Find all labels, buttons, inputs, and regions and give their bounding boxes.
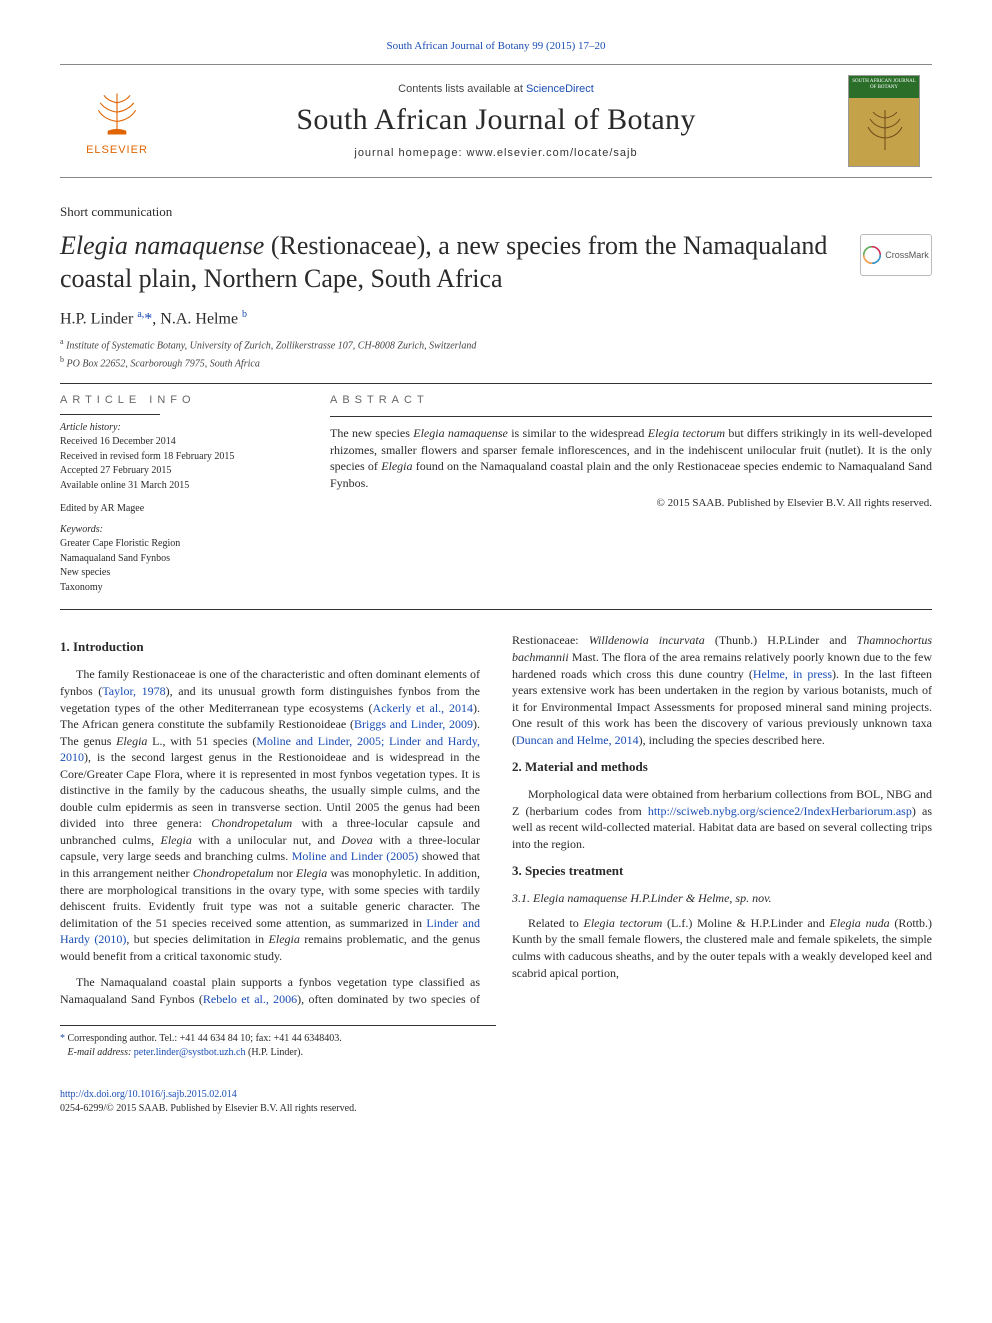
journal-homepage: journal homepage: www.elsevier.com/locat…	[162, 147, 830, 159]
issn-line: 0254-6299/© 2015 SAAB. Published by Else…	[60, 1103, 357, 1114]
rule-top	[60, 383, 932, 384]
doi-link[interactable]: http://dx.doi.org/10.1016/j.sajb.2015.02…	[60, 1089, 237, 1100]
masthead: ELSEVIER Contents lists available at Sci…	[60, 64, 932, 178]
authors-line: H.P. Linder a,*, N.A. Helme b	[60, 309, 932, 328]
top-journal-link[interactable]: South African Journal of Botany 99 (2015…	[386, 40, 605, 52]
section-3-1-heading: 3.1. Elegia namaquense H.P.Linder & Helm…	[512, 890, 932, 907]
crossmark-icon	[863, 246, 881, 264]
corresponding-author-note: * Corresponding author. Tel.: +41 44 634…	[60, 1025, 496, 1060]
section-3-heading: 3. Species treatment	[512, 862, 932, 880]
section-3-p1: Related to Elegia tectorum (L.f.) Moline…	[512, 915, 932, 981]
article-title: Elegia namaquense (Restionaceae), a new …	[60, 230, 860, 295]
corresponding-email-link[interactable]: peter.linder@systbot.uzh.ch	[134, 1047, 246, 1058]
elsevier-tree-icon	[89, 86, 145, 142]
affiliations: a Institute of Systematic Botany, Univer…	[60, 336, 932, 371]
abstract-heading: ABSTRACT	[330, 394, 932, 406]
section-1-p1: The family Restionaceae is one of the ch…	[60, 666, 480, 964]
crossmark-label: CrossMark	[885, 250, 929, 260]
rule-mid	[60, 609, 932, 610]
publisher-logo: ELSEVIER	[72, 86, 162, 156]
contents-availability: Contents lists available at ScienceDirec…	[162, 83, 830, 95]
article-info-heading: ARTICLE INFO	[60, 394, 290, 406]
publisher-brand: ELSEVIER	[86, 144, 148, 156]
journal-title: South African Journal of Botany	[162, 103, 830, 137]
affiliation-b: PO Box 22652, Scarborough 7975, South Af…	[67, 358, 260, 369]
cover-tree-icon	[863, 106, 907, 156]
top-journal-ref: South African Journal of Botany 99 (2015…	[60, 40, 932, 52]
sciencedirect-link[interactable]: ScienceDirect	[526, 83, 594, 95]
crossmark-badge[interactable]: CrossMark	[860, 234, 932, 276]
abstract-copyright: © 2015 SAAB. Published by Elsevier B.V. …	[330, 497, 932, 509]
keywords-block: Keywords: Greater Cape Floristic Region …	[60, 524, 290, 595]
section-2-p1: Morphological data were obtained from he…	[512, 786, 932, 852]
edited-by: Edited by AR Magee	[60, 503, 290, 514]
article-history: Article history: Received 16 December 20…	[60, 421, 290, 494]
page-footer: http://dx.doi.org/10.1016/j.sajb.2015.02…	[60, 1088, 932, 1116]
cover-band-text: SOUTH AFRICAN JOURNAL OF BOTANY	[849, 76, 919, 98]
section-1-heading: 1. Introduction	[60, 638, 480, 656]
abstract-column: ABSTRACT The new species Elegia namaquen…	[330, 394, 932, 596]
journal-cover: SOUTH AFRICAN JOURNAL OF BOTANY	[830, 75, 920, 167]
article-body: 1. Introduction The family Restionaceae …	[60, 632, 932, 1007]
article-type: Short communication	[60, 204, 932, 220]
article-info-column: ARTICLE INFO Article history: Received 1…	[60, 394, 290, 596]
abstract-text: The new species Elegia namaquense is sim…	[330, 425, 932, 491]
affiliation-a: Institute of Systematic Botany, Universi…	[66, 341, 476, 352]
section-2-heading: 2. Material and methods	[512, 758, 932, 776]
